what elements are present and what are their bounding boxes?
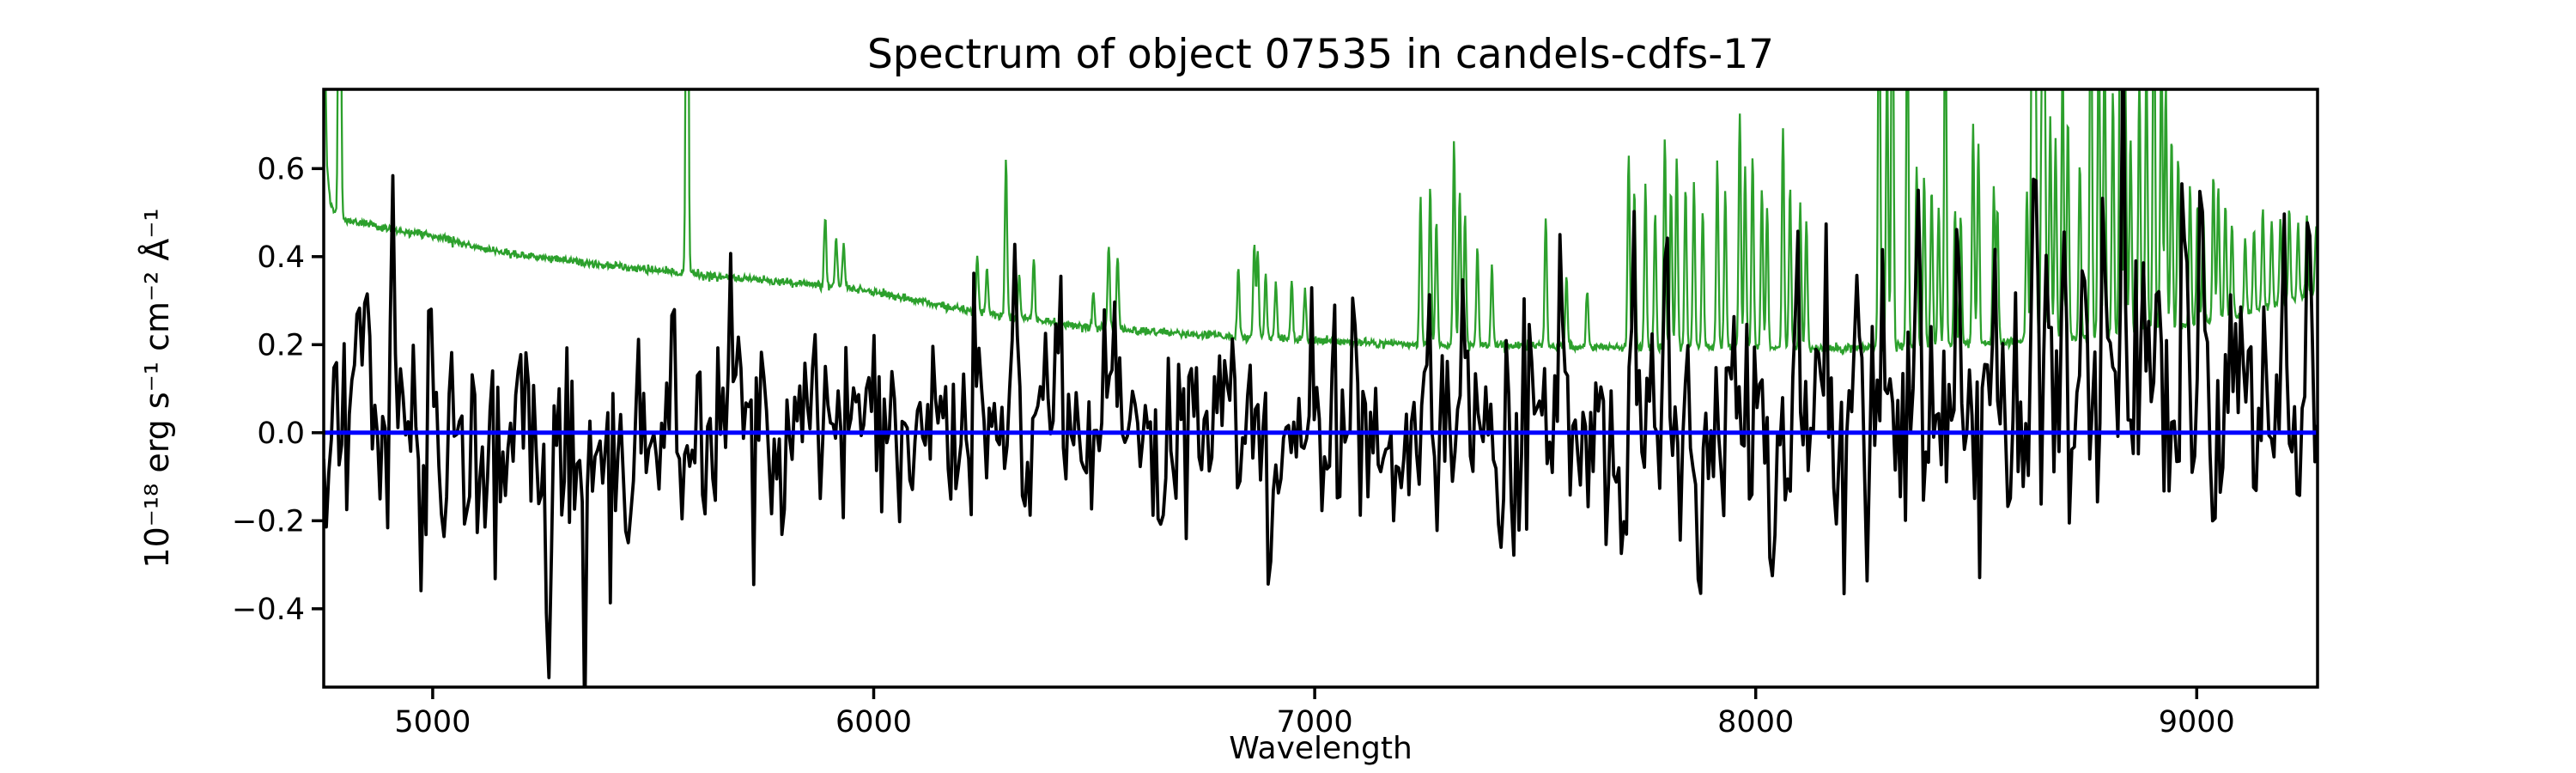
x-tick-label: 9000 <box>2159 705 2235 740</box>
y-tick-label: 0.2 <box>257 328 305 362</box>
x-axis-label: Wavelength <box>1229 731 1413 766</box>
x-tick-label: 5000 <box>394 705 471 740</box>
x-tick-label: 8000 <box>1717 705 1794 740</box>
chart-title: Spectrum of object 07535 in candels-cdfs… <box>867 31 1774 78</box>
y-axis-label: 10⁻¹⁸ erg s⁻¹ cm⁻² Å⁻¹ <box>138 208 176 568</box>
plot-area <box>324 89 2318 687</box>
plot-spines <box>322 88 2319 689</box>
noise-sky-spectrum-line <box>325 89 2318 356</box>
axes: 5000 6000 7000 8000 9000 0.6 0.4 0.2 0.0 −0.2 −0.4 <box>232 88 2319 740</box>
y-tick-label: 0.6 <box>257 152 305 186</box>
x-tick-label: 7000 <box>1277 705 1353 740</box>
y-tick-label: 0.0 <box>257 417 305 451</box>
object-flux-line <box>324 89 2318 687</box>
x-tick-label: 6000 <box>835 705 912 740</box>
y-tick-label: 0.4 <box>257 240 305 275</box>
y-tick-label: −0.4 <box>232 593 305 627</box>
y-tick-label: −0.2 <box>232 504 305 539</box>
